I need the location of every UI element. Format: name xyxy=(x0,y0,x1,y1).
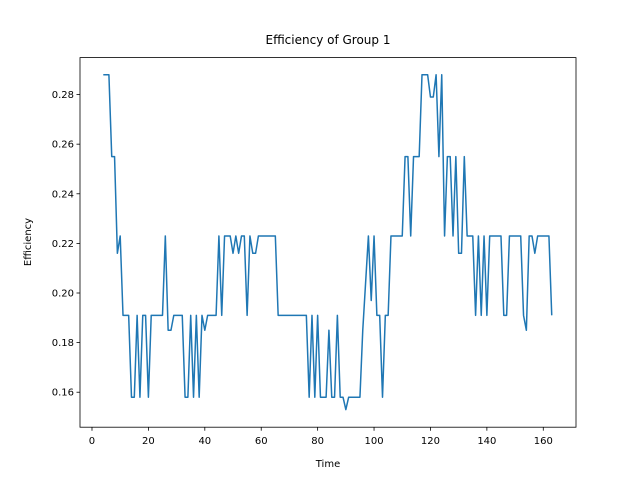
x-tick-label: 140 xyxy=(477,436,496,447)
chart-title: Efficiency of Group 1 xyxy=(266,33,391,47)
x-tick-label: 0 xyxy=(89,436,95,447)
x-tick-label: 60 xyxy=(255,436,268,447)
data-line xyxy=(103,73,553,411)
y-tick-label: 0.20 xyxy=(52,289,74,300)
y-tick-label: 0.18 xyxy=(52,338,74,349)
y-axis-label: Efficiency xyxy=(23,218,34,266)
y-tick-label: 0.22 xyxy=(52,239,74,250)
plot-frame xyxy=(79,57,577,428)
x-tick-label: 100 xyxy=(364,436,383,447)
y-tick-label: 0.16 xyxy=(52,388,74,399)
y-tick-label: 0.24 xyxy=(52,189,74,200)
y-tick-label: 0.28 xyxy=(52,90,74,101)
x-tick-label: 80 xyxy=(311,436,324,447)
x-tick-label: 120 xyxy=(421,436,440,447)
x-tick-label: 40 xyxy=(198,436,211,447)
x-tick-label: 160 xyxy=(534,436,553,447)
y-tick-label: 0.26 xyxy=(52,140,74,151)
x-tick-label: 20 xyxy=(142,436,155,447)
x-axis-label: Time xyxy=(315,459,340,470)
